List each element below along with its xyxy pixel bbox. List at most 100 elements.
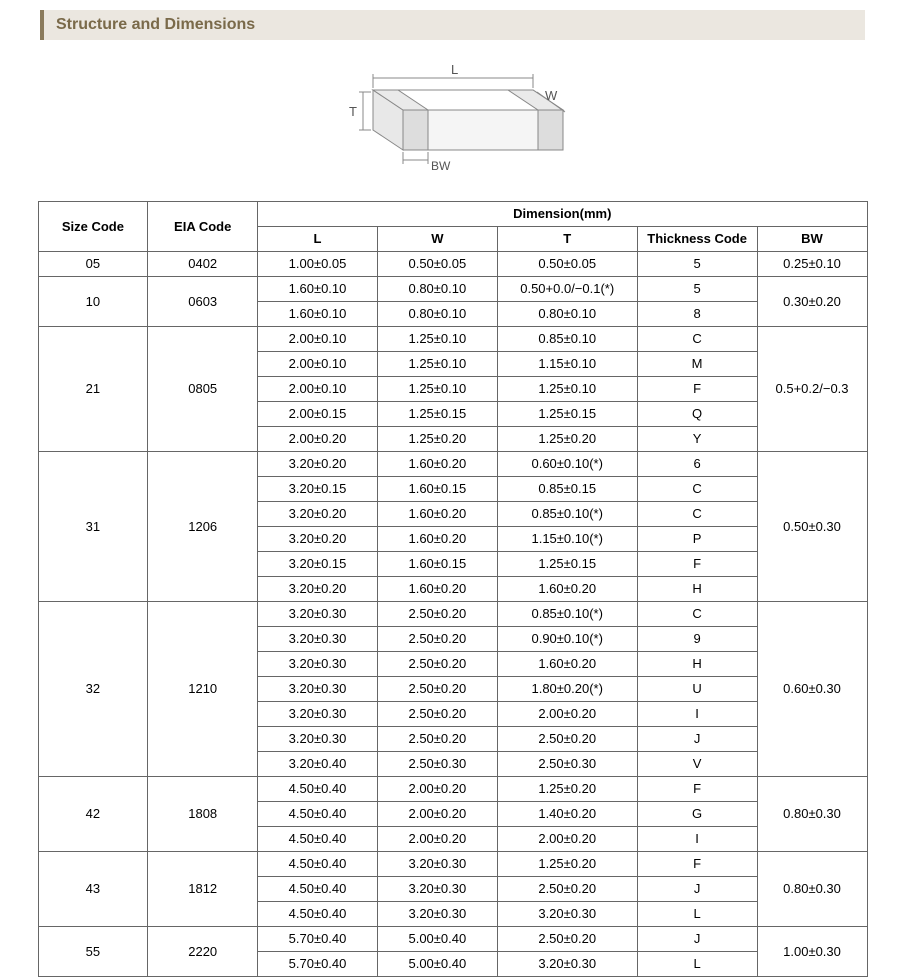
cell-TC: 6 xyxy=(637,452,757,477)
cell-L: 3.20±0.30 xyxy=(258,627,378,652)
cell-eia-code: 0603 xyxy=(148,277,258,327)
cell-T: 0.85±0.15 xyxy=(497,477,637,502)
table-row: 0504021.00±0.050.50±0.050.50±0.0550.25±0… xyxy=(38,252,867,277)
cell-eia-code: 1206 xyxy=(148,452,258,602)
table-row: 1006031.60±0.100.80±0.100.50+0.0/−0.1(*)… xyxy=(38,277,867,302)
cell-T: 1.40±0.20 xyxy=(497,802,637,827)
cell-W: 1.60±0.20 xyxy=(377,502,497,527)
section-title: Structure and Dimensions xyxy=(56,16,255,33)
cell-size-code: 31 xyxy=(38,452,148,602)
cell-T: 1.25±0.20 xyxy=(497,777,637,802)
cell-L: 5.70±0.40 xyxy=(258,952,378,977)
cell-TC: J xyxy=(637,877,757,902)
cell-L: 3.20±0.20 xyxy=(258,577,378,602)
table-row: 4218084.50±0.402.00±0.201.25±0.20F0.80±0… xyxy=(38,777,867,802)
cell-T: 1.25±0.10 xyxy=(497,377,637,402)
cell-L: 3.20±0.30 xyxy=(258,677,378,702)
cell-L: 4.50±0.40 xyxy=(258,827,378,852)
cell-TC: C xyxy=(637,502,757,527)
cell-T: 0.85±0.10(*) xyxy=(497,602,637,627)
cell-bw: 0.5+0.2/−0.3 xyxy=(757,327,867,452)
cell-eia-code: 1808 xyxy=(148,777,258,852)
cell-bw: 1.00±0.30 xyxy=(757,927,867,977)
cell-W: 1.25±0.10 xyxy=(377,377,497,402)
cell-size-code: 05 xyxy=(38,252,148,277)
cell-W: 2.50±0.20 xyxy=(377,627,497,652)
cell-bw: 0.80±0.30 xyxy=(757,852,867,927)
cell-TC: 5 xyxy=(637,252,757,277)
cell-TC: C xyxy=(637,327,757,352)
cell-TC: L xyxy=(637,902,757,927)
cell-L: 4.50±0.40 xyxy=(258,852,378,877)
cell-TC: I xyxy=(637,702,757,727)
th-L: L xyxy=(258,227,378,252)
cell-W: 3.20±0.30 xyxy=(377,902,497,927)
cell-T: 2.50±0.20 xyxy=(497,877,637,902)
cell-T: 3.20±0.30 xyxy=(497,902,637,927)
th-size-code: Size Code xyxy=(38,202,148,252)
cell-W: 5.00±0.40 xyxy=(377,927,497,952)
table-row: 3112063.20±0.201.60±0.200.60±0.10(*)60.5… xyxy=(38,452,867,477)
cell-W: 1.60±0.15 xyxy=(377,552,497,577)
th-dimension: Dimension(mm) xyxy=(258,202,867,227)
cell-W: 0.50±0.05 xyxy=(377,252,497,277)
cell-TC: Y xyxy=(637,427,757,452)
cell-W: 1.25±0.10 xyxy=(377,327,497,352)
cell-TC: J xyxy=(637,927,757,952)
cell-eia-code: 1812 xyxy=(148,852,258,927)
cell-TC: L xyxy=(637,952,757,977)
cell-L: 3.20±0.15 xyxy=(258,552,378,577)
cell-L: 3.20±0.30 xyxy=(258,702,378,727)
cell-L: 1.60±0.10 xyxy=(258,277,378,302)
cell-L: 3.20±0.20 xyxy=(258,502,378,527)
cell-TC: J xyxy=(637,727,757,752)
cell-eia-code: 0805 xyxy=(148,327,258,452)
cell-W: 1.25±0.20 xyxy=(377,427,497,452)
cell-L: 4.50±0.40 xyxy=(258,802,378,827)
cell-L: 3.20±0.30 xyxy=(258,652,378,677)
cell-W: 1.60±0.15 xyxy=(377,477,497,502)
cell-L: 2.00±0.15 xyxy=(258,402,378,427)
cell-T: 1.60±0.20 xyxy=(497,577,637,602)
cell-T: 1.25±0.20 xyxy=(497,427,637,452)
cell-size-code: 32 xyxy=(38,602,148,777)
label-BW: BW xyxy=(431,159,451,173)
cell-eia-code: 1210 xyxy=(148,602,258,777)
cell-L: 3.20±0.20 xyxy=(258,527,378,552)
cell-bw: 0.25±0.10 xyxy=(757,252,867,277)
cell-W: 2.50±0.20 xyxy=(377,652,497,677)
cell-W: 3.20±0.30 xyxy=(377,877,497,902)
cell-L: 3.20±0.15 xyxy=(258,477,378,502)
cell-L: 4.50±0.40 xyxy=(258,777,378,802)
dimensions-table: Size Code EIA Code Dimension(mm) L W T T… xyxy=(38,201,868,977)
cell-TC: M xyxy=(637,352,757,377)
label-T: T xyxy=(349,104,357,119)
cell-T: 1.25±0.15 xyxy=(497,402,637,427)
cell-size-code: 42 xyxy=(38,777,148,852)
label-W: W xyxy=(545,88,558,103)
cell-TC: 9 xyxy=(637,627,757,652)
cell-bw: 0.80±0.30 xyxy=(757,777,867,852)
cell-bw: 0.30±0.20 xyxy=(757,277,867,327)
cell-T: 0.85±0.10 xyxy=(497,327,637,352)
cell-T: 0.85±0.10(*) xyxy=(497,502,637,527)
cell-W: 2.50±0.20 xyxy=(377,727,497,752)
cell-L: 3.20±0.20 xyxy=(258,452,378,477)
cell-bw: 0.50±0.30 xyxy=(757,452,867,602)
cell-W: 2.00±0.20 xyxy=(377,777,497,802)
table-row: 2108052.00±0.101.25±0.100.85±0.10C0.5+0.… xyxy=(38,327,867,352)
cell-T: 0.90±0.10(*) xyxy=(497,627,637,652)
cell-T: 3.20±0.30 xyxy=(497,952,637,977)
cell-W: 2.50±0.20 xyxy=(377,677,497,702)
cell-T: 1.25±0.15 xyxy=(497,552,637,577)
cell-W: 1.25±0.15 xyxy=(377,402,497,427)
cell-W: 2.50±0.20 xyxy=(377,602,497,627)
cell-bw: 0.60±0.30 xyxy=(757,602,867,777)
cell-W: 2.50±0.20 xyxy=(377,702,497,727)
th-W: W xyxy=(377,227,497,252)
cell-T: 1.80±0.20(*) xyxy=(497,677,637,702)
cell-W: 2.00±0.20 xyxy=(377,802,497,827)
cell-T: 2.00±0.20 xyxy=(497,827,637,852)
cell-L: 3.20±0.40 xyxy=(258,752,378,777)
cell-T: 0.50±0.05 xyxy=(497,252,637,277)
